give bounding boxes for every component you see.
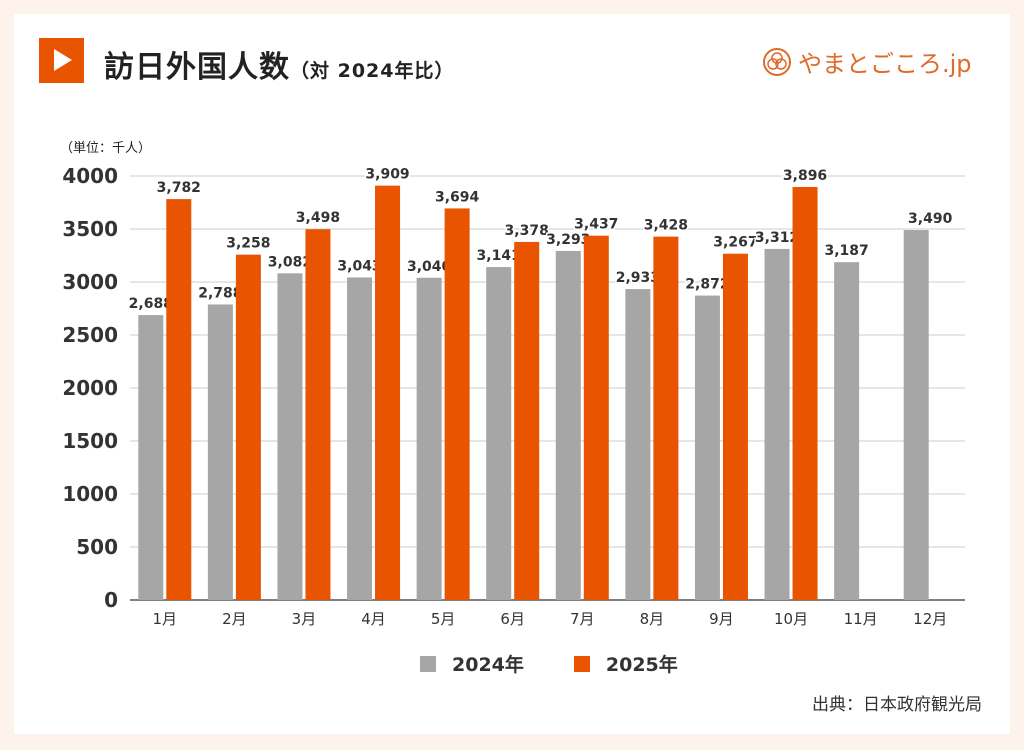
bar-2025 <box>583 235 609 601</box>
y-tick-label: 2500 <box>62 323 118 347</box>
legend-label: 2025年 <box>605 654 678 676</box>
bar-2024 <box>138 315 164 600</box>
data-label: 3,437 <box>574 217 618 233</box>
data-label: 3,909 <box>365 167 409 183</box>
data-label: 3,896 <box>783 168 827 184</box>
bar-2025 <box>305 229 331 600</box>
x-tick-label: 3月 <box>292 610 317 628</box>
data-label: 3,490 <box>908 211 953 227</box>
bar-2024 <box>347 277 373 600</box>
y-tick-label: 3500 <box>62 217 118 241</box>
bar-2025 <box>444 208 470 600</box>
y-tick-label: 1000 <box>62 482 118 506</box>
source-note: 出典：日本政府観光局 <box>812 695 982 715</box>
legend-label: 2024年 <box>452 654 524 676</box>
y-tick-label: 4000 <box>62 164 118 188</box>
legend-swatch-2025 <box>573 655 590 672</box>
data-label: 3,498 <box>296 210 340 226</box>
x-tick-label: 8月 <box>640 610 665 628</box>
bar-2025 <box>722 253 748 600</box>
y-tick-label: 3000 <box>62 270 118 294</box>
bar-2024 <box>486 267 512 600</box>
x-tick-label: 11月 <box>844 610 878 628</box>
x-tick-label: 2月 <box>222 610 247 628</box>
data-label: 3,187 <box>824 243 868 259</box>
data-label: 3,293 <box>546 232 590 248</box>
y-tick-label: 2000 <box>62 376 118 400</box>
unit-label: （単位：千人） <box>60 141 152 156</box>
data-label: 2,872 <box>685 277 729 293</box>
data-label: 3,043 <box>337 258 381 274</box>
data-label: 3,378 <box>505 223 549 239</box>
data-label: 3,428 <box>644 218 688 234</box>
bar-2024 <box>625 289 651 600</box>
x-tick-label: 7月 <box>570 610 595 628</box>
x-tick-label: 9月 <box>709 610 734 628</box>
x-tick-label: 6月 <box>500 610 525 628</box>
x-tick-label: 5月 <box>431 610 456 628</box>
data-label: 3,258 <box>226 236 270 252</box>
x-tick-label: 4月 <box>361 610 386 628</box>
subtitle: （対 2024年比） <box>290 60 455 82</box>
bar-2025 <box>235 254 261 601</box>
bar-2024 <box>207 304 233 600</box>
bar-2024 <box>416 277 442 600</box>
bar-2025 <box>375 185 401 600</box>
page-title: 訪日外国人数（対 2024年比） <box>104 42 455 86</box>
title-text: 訪日外国人数 <box>104 50 290 85</box>
play-icon <box>39 38 84 83</box>
bar-2025 <box>653 236 679 600</box>
logo-icon <box>763 47 791 76</box>
legend-item-2025: 2025年 <box>573 650 678 677</box>
bar-2025 <box>792 187 818 601</box>
logo-text: やまとごころ.jp <box>798 50 972 78</box>
legend-swatch-2024 <box>420 655 436 672</box>
bar-2024 <box>903 230 929 600</box>
x-tick-label: 1月 <box>153 610 178 628</box>
legend-item-2024: 2024年 <box>420 650 524 677</box>
bar-2024 <box>694 295 720 600</box>
y-tick-label: 0 <box>104 588 118 612</box>
data-label: 3,141 <box>477 248 521 264</box>
data-label: 2,933 <box>616 270 660 286</box>
y-tick-label: 1500 <box>62 429 118 453</box>
bar-2025 <box>166 199 192 600</box>
data-label: 3,312 <box>755 230 799 246</box>
data-label: 3,082 <box>268 254 312 270</box>
bar-2024 <box>764 248 790 601</box>
data-label: 2,788 <box>198 285 242 301</box>
data-label: 3,267 <box>713 235 757 251</box>
data-label: 2,688 <box>129 296 173 312</box>
data-label: 3,040 <box>407 259 452 275</box>
bar-2024 <box>834 262 860 600</box>
x-tick-label: 12月 <box>913 610 947 628</box>
data-label: 3,694 <box>435 189 480 205</box>
x-tick-label: 10月 <box>774 610 808 628</box>
bar-2024 <box>555 250 581 600</box>
bar-2024 <box>277 273 303 600</box>
logo: やまとごころ.jp <box>762 44 972 79</box>
bar-2025 <box>514 241 540 600</box>
data-label: 3,782 <box>157 180 201 196</box>
legend: 2024年 2025年 <box>420 650 728 677</box>
y-tick-label: 500 <box>76 535 118 559</box>
